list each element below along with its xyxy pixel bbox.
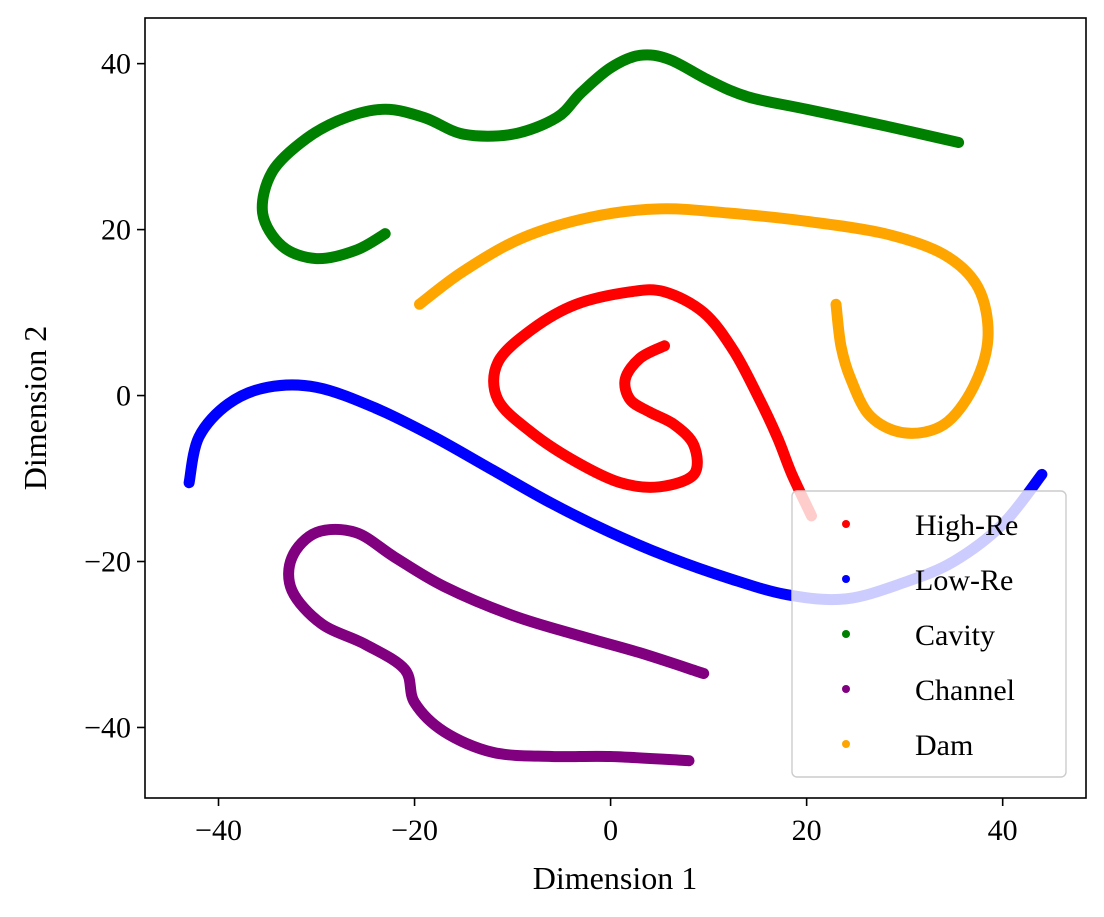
legend-label-high-re: High-Re [915, 509, 1018, 542]
y-tick-label: −20 [84, 546, 131, 579]
plot-frame [144, 17, 1087, 799]
y-axis: 40 20 0 −20 −40 [84, 48, 145, 744]
legend-marker-dam [842, 740, 850, 748]
y-tick-label: 20 [101, 214, 131, 247]
y-tick-label: −40 [84, 711, 131, 744]
legend-box [791, 490, 1067, 778]
legend-marker-channel [842, 685, 850, 693]
legend-marker-cavity [842, 630, 850, 638]
legend: High-Re Low-Re Cavity Channel Dam [791, 490, 1067, 778]
x-axis-label: Dimension 1 [533, 860, 697, 896]
y-tick-label: 0 [116, 380, 131, 413]
legend-marker-high-re [842, 520, 850, 528]
y-axis-label: Dimension 2 [17, 326, 53, 490]
x-tick-label: −20 [391, 814, 438, 847]
x-tick-label: 20 [792, 814, 822, 847]
x-tick-label: −40 [195, 814, 242, 847]
y-tick-label: 40 [101, 48, 131, 81]
series-dam [414, 203, 994, 439]
legend-marker-low-re [842, 575, 850, 583]
x-axis: −40 −20 0 20 40 [195, 798, 1018, 847]
x-tick-label: 40 [988, 814, 1018, 847]
series-channel [283, 523, 710, 767]
x-tick-label: 0 [603, 814, 618, 847]
series-high-re [488, 284, 817, 522]
legend-label-cavity: Cavity [915, 619, 995, 652]
legend-label-channel: Channel [915, 674, 1015, 707]
legend-label-dam: Dam [915, 729, 973, 762]
legend-label-low-re: Low-Re [915, 564, 1013, 597]
series-cavity [256, 49, 965, 265]
